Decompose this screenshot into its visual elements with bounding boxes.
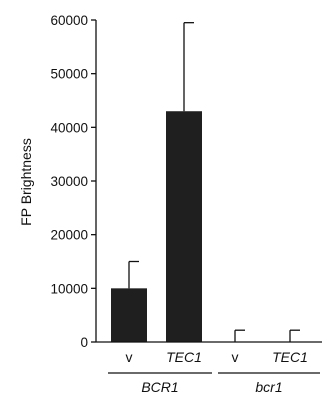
- bars: [111, 22, 300, 342]
- y-axis-label: FP Brightness: [18, 138, 34, 226]
- x-tick-label: TEC1: [166, 349, 202, 365]
- group-labels: BCR1 bcr1: [108, 372, 320, 395]
- x-tick-label: TEC1: [272, 349, 308, 365]
- bar: [166, 111, 202, 342]
- y-tick-label: 20000: [50, 228, 88, 243]
- y-tick-label: 50000: [50, 67, 88, 82]
- y-tick-label: 30000: [50, 174, 88, 189]
- x-tick-label: v: [232, 349, 239, 365]
- x-axis: v TEC1 v TEC1: [96, 341, 322, 365]
- y-tick-label: 60000: [50, 13, 88, 28]
- y-tick-label: 10000: [50, 281, 88, 296]
- y-tick-label: 40000: [50, 120, 88, 135]
- y-axis: 0 10000 20000 30000 40000 50000 60000: [50, 13, 97, 350]
- group-label: bcr1: [255, 379, 282, 395]
- bar: [111, 288, 147, 342]
- x-tick-label: v: [126, 349, 133, 365]
- group-label: BCR1: [141, 379, 178, 395]
- y-tick-label: 0: [80, 335, 88, 350]
